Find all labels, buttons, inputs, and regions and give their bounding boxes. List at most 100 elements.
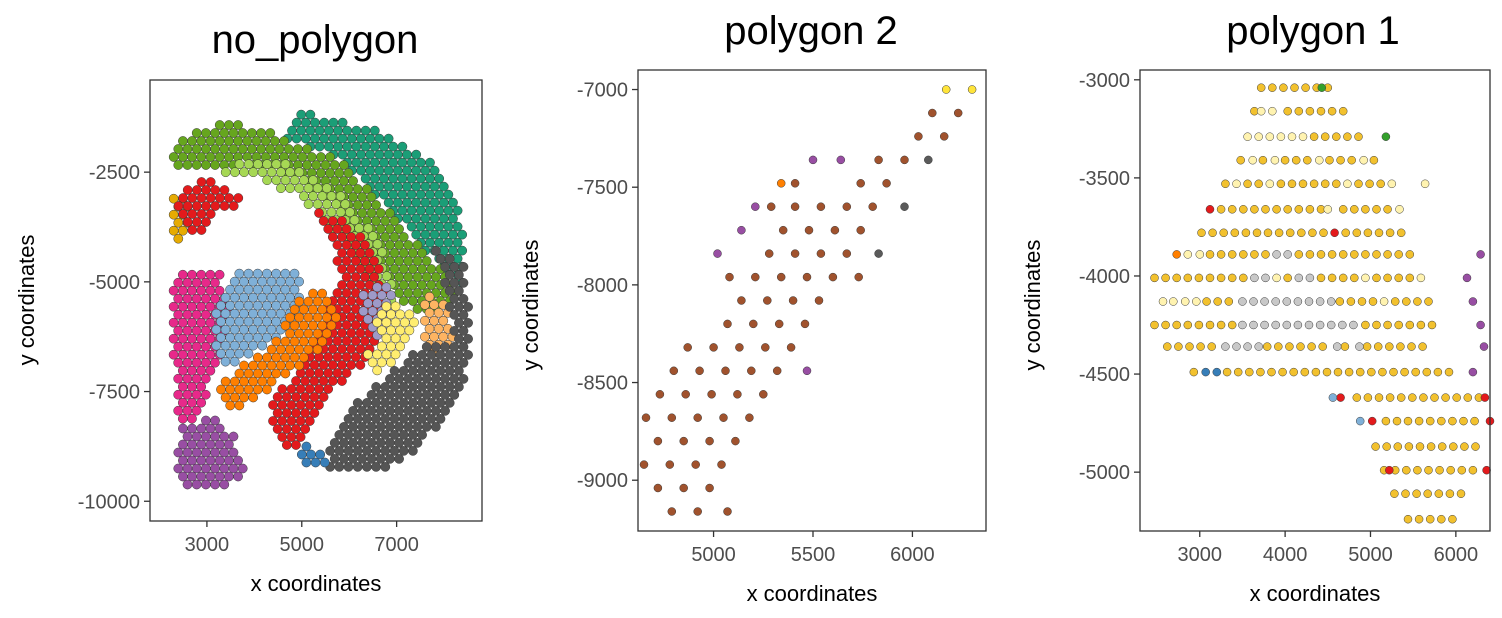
cell-point-cluster-0 <box>1332 179 1341 189</box>
cell-point-cluster-7 <box>266 292 277 303</box>
cell-point-cluster-5 <box>327 360 338 370</box>
cell-point-cluster-1 <box>693 507 702 516</box>
cell-point-cluster-13 <box>334 462 345 472</box>
panel-3-x-axis-title: x coordinates <box>1250 581 1381 606</box>
cell-point-cluster-0 <box>1194 320 1204 330</box>
cell-point-cluster-13 <box>375 438 386 448</box>
cell-point-cluster-0 <box>457 229 468 240</box>
cell-point-cluster-13 <box>458 278 469 288</box>
cell-point-cluster-11 <box>372 317 383 328</box>
cell-point-cluster-5 <box>291 392 301 402</box>
cell-point-cluster-13 <box>431 422 441 432</box>
cell-point-cluster-0 <box>1327 250 1337 259</box>
cell-point-cluster-1 <box>366 192 377 202</box>
cell-point-cluster-13 <box>398 414 409 424</box>
cell-point-cluster-0 <box>1316 273 1326 283</box>
cell-point-cluster-0 <box>1305 205 1315 214</box>
cell-point-cluster-0 <box>1294 205 1304 214</box>
cell-point-cluster-9 <box>205 455 216 466</box>
cell-point-cluster-2 <box>168 209 179 220</box>
cell-point-cluster-3 <box>372 239 383 250</box>
cell-point-cluster-13 <box>375 406 386 416</box>
cell-point-cluster-0 <box>365 149 376 160</box>
cell-point-cluster-13 <box>454 318 464 328</box>
cell-point-cluster-9 <box>201 463 211 474</box>
cell-point-cluster-0 <box>1352 393 1362 402</box>
cell-point-cluster-0 <box>342 125 353 136</box>
cell-point-cluster-0 <box>1338 205 1348 214</box>
cell-point-cluster-2 <box>1332 342 1342 351</box>
cell-point-cluster-13 <box>449 374 460 384</box>
cell-point-cluster-12 <box>420 299 430 310</box>
cell-point-cluster-5 <box>369 272 380 282</box>
panel-2-axes: 5000 5500 6000 -7000 -7500 -8000 -8500 -9000 <box>577 80 935 566</box>
cell-point-cluster-2 <box>173 233 184 244</box>
cell-point-cluster-0 <box>402 149 412 160</box>
cell-point-cluster-4 <box>196 177 207 187</box>
cell-point-cluster-13 <box>431 358 441 368</box>
cell-point-cluster-9 <box>196 423 207 434</box>
cell-point-cluster-8 <box>294 328 305 339</box>
cell-point-cluster-0 <box>314 141 325 152</box>
y-tick-label: -7000 <box>577 80 628 102</box>
cell-point-cluster-13 <box>343 430 354 440</box>
cell-point-cluster-0 <box>1434 489 1444 498</box>
cell-point-cluster-3 <box>340 199 351 210</box>
cell-point-cluster-13 <box>431 246 441 256</box>
cell-point-cluster-0 <box>1448 514 1457 524</box>
cell-point-cluster-13 <box>431 390 441 400</box>
cell-point-cluster-9 <box>228 431 239 442</box>
cell-point-cluster-13 <box>412 358 423 368</box>
cell-point-cluster-6 <box>173 325 184 336</box>
cell-point-cluster-9 <box>224 455 234 466</box>
cell-point-cluster-9 <box>182 431 193 442</box>
cell-point-cluster-4 <box>196 193 207 203</box>
cell-point-cluster-3 <box>239 167 249 178</box>
cell-point-cluster-4 <box>201 185 211 195</box>
cell-point-cluster-1 <box>759 390 768 399</box>
cell-point-cluster-0 <box>1327 273 1337 283</box>
cell-point-cluster-11 <box>381 301 392 312</box>
cell-point-cluster-0 <box>305 125 316 136</box>
cell-point-cluster-0 <box>425 221 435 232</box>
cell-point-cluster-9 <box>214 471 225 482</box>
cell-point-cluster-6 <box>214 285 225 296</box>
cell-point-cluster-8 <box>303 296 314 307</box>
cell-point-cluster-0 <box>1361 205 1370 214</box>
cell-point-cluster-3 <box>349 215 360 226</box>
cell-point-cluster-7 <box>211 308 222 319</box>
cell-point-cluster-5 <box>350 352 361 362</box>
cell-point-cluster-12 <box>429 299 439 310</box>
cell-point-cluster-1 <box>667 507 677 516</box>
cell-point-cluster-6 <box>173 341 184 352</box>
cell-point-cluster-0 <box>1305 106 1315 116</box>
cell-point-cluster-0 <box>323 125 334 136</box>
cell-point-cluster-7 <box>211 340 222 351</box>
cell-point-cluster-13 <box>463 350 473 360</box>
y-tick-label: -3000 <box>1079 70 1130 92</box>
cell-point-cluster-5 <box>327 344 338 354</box>
cell-point-cluster-0 <box>314 125 325 136</box>
cell-point-cluster-3 <box>1480 393 1490 402</box>
cell-point-cluster-1 <box>733 390 742 399</box>
cell-point-cluster-9 <box>219 447 230 458</box>
cell-point-cluster-0 <box>1297 228 1306 238</box>
cell-point-cluster-0 <box>420 213 431 224</box>
cell-point-cluster-4 <box>205 209 216 219</box>
cell-point-cluster-1 <box>389 232 400 242</box>
cell-point-cluster-1 <box>394 272 404 282</box>
cell-point-cluster-3 <box>303 199 314 210</box>
cell-point-cluster-0 <box>1347 155 1356 165</box>
cell-point-cluster-5 <box>300 392 311 402</box>
cell-point-cluster-0 <box>360 125 371 136</box>
cell-point-cluster-0 <box>1335 297 1345 306</box>
cell-point-cluster-5 <box>332 224 343 234</box>
cell-point-cluster-3 <box>276 167 286 178</box>
cell-point-cluster-13 <box>426 350 437 360</box>
cell-point-cluster-1 <box>187 152 197 162</box>
cell-point-cluster-0 <box>448 245 458 256</box>
cell-point-cluster-7 <box>275 292 286 303</box>
cell-point-cluster-0 <box>1216 273 1226 283</box>
cell-point-cluster-0 <box>1373 342 1383 351</box>
cell-point-cluster-13 <box>440 374 450 384</box>
